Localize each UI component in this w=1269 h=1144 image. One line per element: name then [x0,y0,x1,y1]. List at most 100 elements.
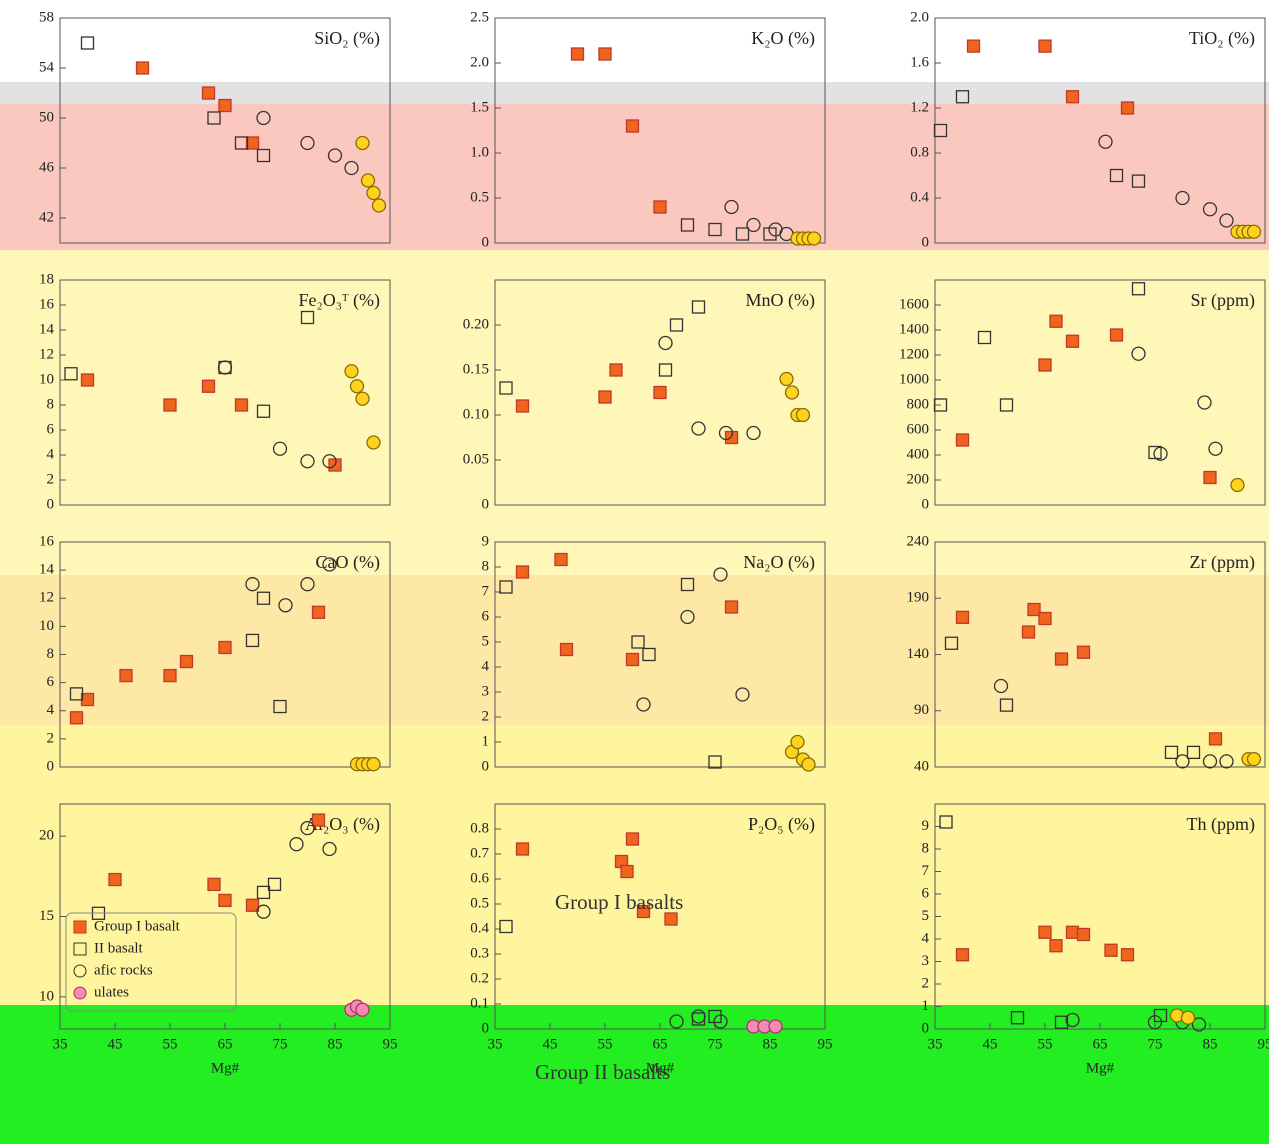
point [797,409,810,422]
y-tick-label: 1.2 [910,99,929,115]
point [1231,479,1244,492]
point [957,949,969,961]
x-tick-label: 65 [218,1036,233,1052]
panel-title: SiO₂ (%) [314,28,380,49]
legend-label: Group I basalt [94,918,181,934]
panel-title: Zr (ppm) [1190,552,1255,573]
y-tick-label: 14 [39,562,55,578]
point [181,656,193,668]
point [808,232,821,245]
point [367,187,380,200]
panel-title: Th (ppm) [1187,814,1255,835]
point [726,601,738,613]
y-tick-label: 600 [907,421,930,437]
y-tick-label: 1.6 [910,54,929,70]
panel-title: MnO (%) [746,290,816,311]
y-tick-label: 2.0 [910,9,929,25]
point [367,758,380,771]
legend-label: ulates [94,984,129,1000]
point [1122,102,1134,114]
y-tick-label: 1600 [899,296,929,312]
y-tick-label: 0.8 [910,144,929,160]
y-tick-label: 240 [907,533,930,549]
y-tick-label: 12 [39,590,54,606]
x-tick-label: 45 [543,1036,558,1052]
y-tick-label: 0.5 [470,895,489,911]
point [137,62,149,74]
y-tick-label: 1000 [899,371,929,387]
point [517,566,529,578]
y-tick-label: 2.5 [470,9,489,25]
x-tick-label: 65 [653,1036,668,1052]
y-tick-label: 1 [922,998,930,1014]
point [247,899,259,911]
point [82,374,94,386]
chart: SiO₂ (%)4246505458K₂O (%)00.51.01.52.02.… [0,0,1269,1144]
x-tick-label: 95 [818,1036,833,1052]
point [1039,613,1051,625]
y-tick-label: 50 [39,109,54,125]
x-tick-label: 55 [598,1036,613,1052]
x-tick-label: 75 [1148,1036,1163,1052]
point [1023,626,1035,638]
y-tick-label: 0.2 [470,970,489,986]
point [71,712,83,724]
y-tick-label: 40 [914,758,929,774]
y-tick-label: 400 [907,446,930,462]
y-tick-label: 9 [482,533,490,549]
y-tick-label: 0 [482,758,490,774]
point [109,874,121,886]
point [802,758,815,771]
point [599,391,611,403]
y-tick-label: 0.7 [470,845,489,861]
y-tick-label: 20 [39,828,54,844]
y-tick-label: 2.0 [470,54,489,70]
point [627,654,639,666]
y-tick-label: 0.4 [910,189,929,205]
y-tick-label: 58 [39,9,54,25]
y-tick-label: 2 [47,471,55,487]
x-tick-label: 35 [488,1036,503,1052]
point [120,670,132,682]
y-tick-label: 8 [922,840,930,856]
y-tick-label: 0.6 [470,870,489,886]
point [82,694,94,706]
x-tick-label: 55 [1038,1036,1053,1052]
x-tick-label: 85 [1203,1036,1218,1052]
y-tick-label: 8 [482,558,490,574]
point [1111,329,1123,341]
panel-title: K₂O (%) [751,28,815,49]
point [957,611,969,623]
point [373,199,386,212]
x-tick-label: 85 [763,1036,778,1052]
point [1204,472,1216,484]
point [572,48,584,60]
point [1067,91,1079,103]
panel-title: Fe₂O₃ᵀ (%) [298,290,380,311]
y-tick-label: 2 [47,730,55,746]
point [219,641,231,653]
point [345,365,358,378]
x-axis-label: Mg# [211,1060,240,1076]
point [1078,646,1090,658]
y-tick-label: 0.15 [463,361,489,377]
y-tick-label: 6 [47,421,55,437]
y-tick-label: 1200 [899,346,929,362]
y-tick-label: 6 [482,608,490,624]
y-tick-label: 7 [482,583,490,599]
y-tick-label: 0 [47,758,55,774]
point [164,670,176,682]
y-tick-label: 4 [922,930,930,946]
y-tick-label: 190 [907,590,930,606]
point [517,843,529,855]
point [356,137,369,150]
point [203,380,215,392]
point [313,606,325,618]
point [367,436,380,449]
y-tick-label: 0.8 [470,820,489,836]
point [247,137,259,149]
point [627,120,639,132]
y-tick-label: 200 [907,471,930,487]
y-tick-label: 4 [47,446,55,462]
point [665,913,677,925]
